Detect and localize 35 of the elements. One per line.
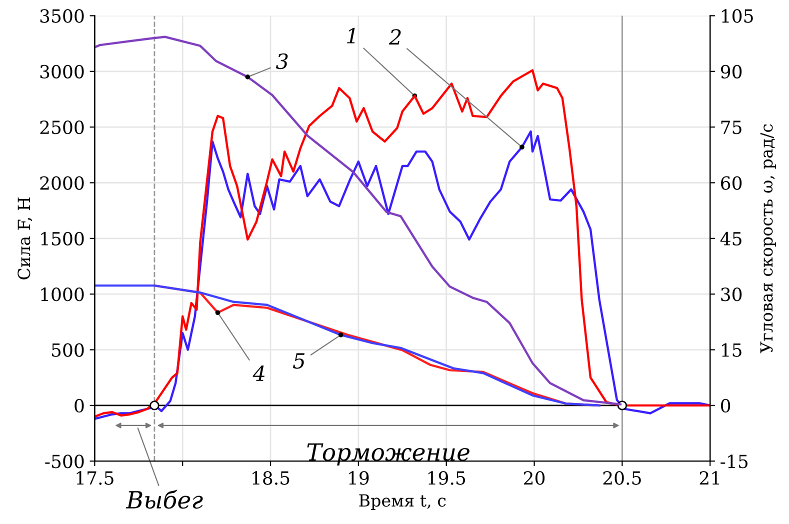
x-tick-label: 20: [524, 471, 545, 485]
y-tick-label: -500: [45, 454, 84, 468]
y-tick-label: 1000: [41, 288, 84, 302]
y2-tick-label: 105: [722, 9, 753, 23]
x-tick-label: 20.5: [603, 471, 641, 485]
y2-tick-label: 45: [720, 232, 742, 246]
y-tick-label: 3500: [40, 9, 84, 23]
y2-tick-label: 90: [720, 64, 742, 79]
x-tick-label: 21: [700, 471, 720, 485]
y2-tick-label: 15: [722, 343, 742, 357]
x-tick-label: 17.5: [76, 471, 114, 485]
x-tick-label: 18.5: [252, 471, 290, 485]
y-tick-label: 3000: [40, 64, 84, 79]
y2-tick-label: 0: [721, 398, 730, 413]
x-tick-label: 19: [349, 471, 369, 485]
series-label: 5: [293, 353, 305, 369]
y-tick-label: 1500: [41, 232, 84, 246]
x-axis-title: Время t, с: [359, 494, 446, 510]
x-tick-label: 19.5: [428, 471, 466, 485]
text: 2: [388, 29, 401, 45]
y2-tick-label: -15: [720, 454, 748, 468]
y-axis-title: Сила F, Н: [18, 197, 32, 280]
y2-axis-title: Угловая скорость ω, рад/с: [760, 124, 776, 354]
series-label: 3: [276, 53, 288, 70]
text: 4: [252, 365, 265, 381]
y-tick-label: 2000: [40, 176, 84, 190]
annotation: Торможение: [307, 443, 470, 466]
text: 1: [347, 28, 355, 44]
y2-tick-label: 75: [721, 120, 742, 134]
y2-tick-label: 30: [721, 288, 742, 302]
y-tick-label: 500: [52, 343, 84, 357]
y-tick-label: 2500: [40, 120, 84, 134]
y2-tick-label: 60: [721, 176, 742, 190]
y-tick-label: 0: [74, 398, 84, 413]
text: Выбег: [126, 490, 203, 509]
